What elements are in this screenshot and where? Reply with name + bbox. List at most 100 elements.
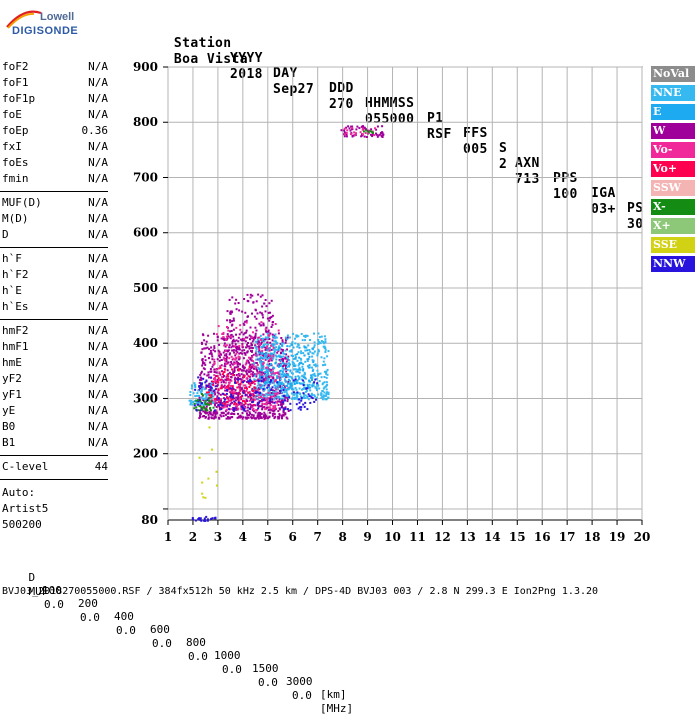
auto-version: 500200 — [2, 518, 42, 531]
scatter-point — [292, 391, 295, 394]
scatter-point — [316, 342, 319, 345]
scatter-point — [266, 398, 268, 401]
scatter-point — [201, 362, 204, 365]
scatter-point — [227, 403, 230, 406]
scatter-point — [227, 388, 230, 391]
scatter-point — [381, 125, 384, 128]
scatter-point — [214, 393, 217, 396]
scatter-point — [284, 357, 287, 360]
scatter-point — [219, 365, 222, 368]
scatter-point — [315, 387, 318, 390]
scatter-point — [227, 335, 230, 338]
scatter-point — [256, 391, 259, 394]
scatter-point — [312, 361, 315, 364]
scatter-point — [206, 409, 209, 412]
scatter-point — [209, 402, 212, 405]
param-row: fxI N/A — [2, 140, 108, 153]
scatter-point — [325, 388, 328, 391]
scatter-point — [189, 391, 192, 393]
header-p1-value: RSF — [427, 127, 452, 142]
scatter-point — [292, 364, 295, 367]
scatter-point — [284, 396, 287, 399]
scatter-point — [247, 403, 250, 406]
scatter-point — [232, 374, 235, 377]
scatter-point — [249, 380, 252, 382]
scatter-point — [286, 356, 288, 359]
scatter-point — [296, 396, 299, 398]
scatter-point — [211, 517, 214, 520]
scatter-point — [284, 412, 287, 415]
scatter-point — [312, 368, 315, 371]
scatter-point — [241, 343, 244, 345]
scatter-point — [261, 402, 264, 405]
scatter-point — [222, 356, 225, 359]
scatter-point — [258, 378, 261, 381]
scatter-point — [206, 403, 209, 406]
scatter-point — [212, 395, 215, 398]
scatter-point — [243, 387, 246, 390]
scatter-point — [260, 397, 263, 399]
scatter-point — [203, 368, 206, 371]
scatter-point — [189, 399, 192, 402]
scatter-point — [314, 363, 317, 366]
x-tick-label: 9 — [363, 530, 371, 544]
scatter-point — [235, 333, 237, 336]
scatter-point — [225, 408, 228, 411]
scatter-point — [203, 347, 206, 350]
scatter-point — [207, 417, 210, 420]
scatter-point — [259, 378, 262, 381]
scatter-point — [266, 363, 269, 366]
scatter-point — [243, 409, 246, 412]
scatter-point — [203, 415, 205, 417]
scatter-point — [224, 387, 227, 389]
scatter-point — [214, 376, 217, 379]
scatter-point — [281, 375, 284, 378]
scatter-point — [270, 389, 273, 391]
scatter-point — [226, 319, 229, 322]
scatter-point — [264, 394, 267, 397]
scatter-point — [259, 370, 262, 373]
x-tick-label: 3 — [214, 530, 222, 544]
scatter-point — [245, 372, 248, 375]
scatter-point — [201, 358, 204, 360]
scatter-point — [197, 400, 200, 403]
scatter-point — [286, 334, 289, 337]
scatter-point — [271, 400, 274, 403]
scatter-point — [260, 371, 263, 374]
scatter-point — [300, 352, 303, 355]
scatter-point — [275, 355, 278, 358]
scatter-point — [264, 407, 267, 410]
scatter-point — [231, 392, 234, 395]
scatter-point — [299, 408, 302, 411]
y-tick-label: 700 — [133, 170, 158, 184]
scatter-point — [276, 351, 279, 354]
scatter-point — [309, 380, 312, 383]
header-station: Station — [173, 36, 232, 51]
scatter-point — [265, 371, 268, 374]
scatter-point — [228, 298, 231, 301]
scatter-point — [247, 416, 250, 419]
scatter-point — [232, 319, 235, 322]
scatter-point — [202, 405, 205, 408]
scatter-point — [207, 334, 210, 337]
scatter-point — [234, 389, 237, 392]
scatter-point — [280, 391, 283, 394]
scatter-point — [281, 399, 284, 402]
scatter-point — [287, 378, 290, 381]
scatter-point — [232, 328, 235, 331]
scatter-point — [322, 396, 325, 398]
scatter-point — [286, 396, 289, 399]
param-row: hmF1 N/A — [2, 340, 108, 353]
legend-item-sse: SSE — [651, 237, 695, 253]
scatter-point — [199, 376, 202, 379]
scatter-point — [246, 414, 249, 417]
scatter-point — [291, 372, 294, 375]
scatter-point — [295, 370, 298, 373]
scatter-point — [239, 383, 242, 386]
scatter-point — [225, 357, 228, 360]
scatter-point — [236, 404, 239, 407]
scatter-point — [278, 416, 281, 419]
scatter-point — [272, 379, 275, 382]
scatter-point — [266, 332, 269, 335]
scatter-point — [298, 361, 301, 364]
